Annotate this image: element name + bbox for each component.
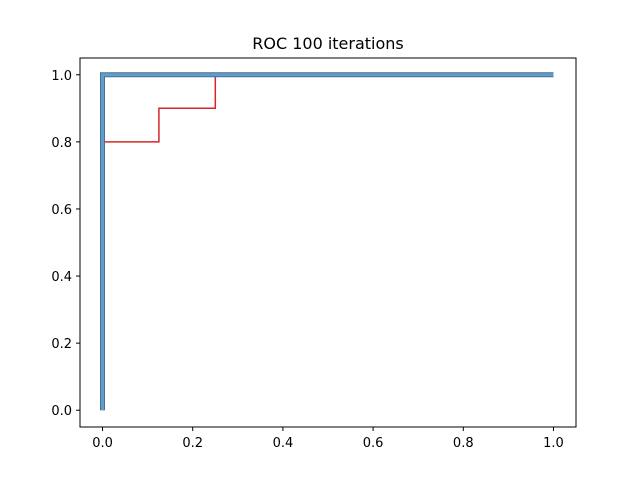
x-tick-label: 0.4 xyxy=(273,436,294,451)
plot-area xyxy=(100,72,554,411)
x-tick-label: 0.6 xyxy=(363,436,384,451)
y-tick-label: 1.0 xyxy=(51,69,72,84)
x-tick-label: 0.2 xyxy=(182,436,203,451)
series-1-outline xyxy=(100,72,554,411)
x-tick-label: 1.0 xyxy=(543,436,564,451)
chart-title: ROC 100 iterations xyxy=(252,34,404,53)
series-0-line xyxy=(101,74,554,411)
x-tick-label: 0.0 xyxy=(92,436,113,451)
y-tick-label: 0.0 xyxy=(51,404,72,419)
y-tick-label: 0.6 xyxy=(51,203,72,218)
y-tick-label: 0.2 xyxy=(51,337,72,352)
y-tick-label: 0.4 xyxy=(51,270,72,285)
x-axis: 0.0 0.2 0.4 0.6 0.8 1.0 xyxy=(92,427,564,451)
series-1-line xyxy=(101,73,554,411)
y-axis: 0.0 0.2 0.4 0.6 0.8 1.0 xyxy=(51,69,80,419)
axes-frame xyxy=(79,57,577,428)
y-tick-label: 0.8 xyxy=(51,136,72,151)
x-tick-label: 0.8 xyxy=(453,436,474,451)
